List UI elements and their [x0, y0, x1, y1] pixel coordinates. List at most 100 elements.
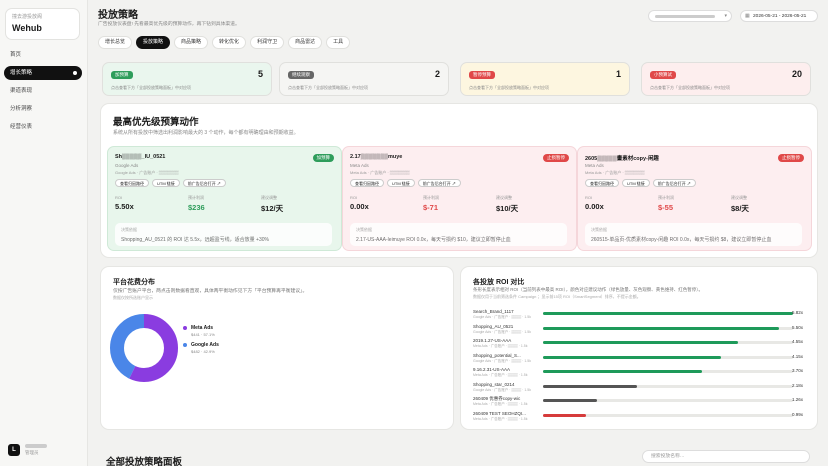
- legend-value: $482 · 42.9%: [191, 349, 215, 354]
- action-tag: 止损暂停: [543, 154, 569, 162]
- tab-growth-overview[interactable]: 增长总览: [98, 36, 133, 49]
- legend-item[interactable]: Meta Ads $441 · 57.1%: [183, 325, 219, 337]
- utm-link-button[interactable]: UTM 链接: [622, 179, 650, 187]
- tab-ad-strategy[interactable]: 投放策略: [136, 36, 171, 49]
- open-ad-console-button[interactable]: 前广告后台打开 ↗: [652, 179, 696, 187]
- roi-bar-row[interactable]: 260409 TEST SEOHZQI... Meta Ads · 广告账户 · …: [473, 411, 803, 421]
- status-badge: 继续观察: [288, 71, 314, 79]
- priority-card: 2605▒▒▒▒▒畫素材copy-闲趣 Meta Ads Meta Ads · …: [577, 146, 812, 251]
- advice-label: 决策依据: [591, 227, 607, 232]
- roi-bar: [543, 341, 739, 344]
- summary-card-increase[interactable]: 加预算 5 点击查看下方「全部投放策略面板」中对应项: [102, 62, 272, 96]
- roi-campaign-source: Meta Ads · 广告账户 · ▒▒▒▒ · 1.5k: [473, 344, 528, 348]
- summary-card-pause[interactable]: 暂停预算 1 点击查看下方「全部投放策略面板」中对应项: [460, 62, 630, 96]
- campaign-platform: Meta Ads: [585, 163, 604, 168]
- sidebar-item-growth[interactable]: 增长策略: [4, 66, 82, 80]
- date-range-picker[interactable]: ▦ 2026-05-21 - 2026-05-21: [740, 10, 818, 22]
- roi-bar-row[interactable]: Shopping_potential_S... Google Ads · 广告账户…: [473, 353, 803, 363]
- tab-tools[interactable]: 工具: [326, 36, 351, 49]
- priority-actions-card: 最高优先级预算动作 系统从所有投放中筛选出利润影响最大的 3 个动作，每个都有明…: [100, 103, 818, 258]
- roi-campaign-source: Meta Ads · 广告账户 · ▒▒▒▒ · 1.5k: [473, 402, 528, 406]
- roi-campaign-name: Search_Brand_1117: [473, 309, 514, 314]
- user-role: 管理员: [25, 450, 39, 455]
- avatar: L: [8, 444, 20, 456]
- metric-label: 建议调整: [496, 195, 512, 200]
- roi-bar-row[interactable]: Shopping_star_0214 Google Ads · 广告账户 · ▒▒…: [473, 382, 803, 392]
- chevron-down-icon: ▾: [724, 13, 727, 19]
- metric-budget: $12/天: [261, 204, 284, 213]
- account-select[interactable]: ▾: [648, 10, 732, 22]
- metric-label: ROI: [585, 195, 593, 200]
- calendar-icon: ▦: [745, 13, 750, 19]
- roi-bar: [543, 370, 702, 373]
- open-ad-console-button[interactable]: 前广告后台打开 ↗: [182, 179, 226, 187]
- action-tag: 止损暂停: [778, 154, 804, 162]
- advice-text: 260515-单品页-优质素材copy-闲趣 ROI 0.0x，每天亏损约 $8…: [591, 237, 772, 243]
- summary-desc: 点击查看下方「全部投放策略面板」中对应项: [288, 85, 368, 90]
- legend-item[interactable]: Google Ads $482 · 42.9%: [183, 342, 219, 354]
- sidebar-item-insights[interactable]: 分析洞察: [10, 106, 33, 112]
- attribution-path-button[interactable]: 查看归因路径: [115, 179, 149, 187]
- summary-card-observe[interactable]: 继续观察 2 点击查看下方「全部投放策略面板」中对应项: [279, 62, 449, 96]
- metric-label: ROI: [115, 195, 123, 200]
- section-subtitle: 条形长度表示相对 ROI（当前列表中最高 ROI），颜色对应建议动作（绿色放量、…: [473, 287, 703, 292]
- tab-profit-guard[interactable]: 利润守卫: [250, 36, 285, 49]
- brand-subtitle: 撞去游投放阁: [12, 14, 43, 20]
- attribution-path-button[interactable]: 查看归因路径: [350, 179, 384, 187]
- section-subtitle: 仅按广告账户平台，两点击则数据看直观，具体两平衡动作见下方「平台预算再平衡建议」…: [113, 289, 308, 294]
- advice-label: 决策依据: [121, 227, 137, 232]
- roi-value: 2.18x: [791, 382, 803, 388]
- sidebar-item-channels[interactable]: 渠道表现: [10, 88, 33, 94]
- summary-count: 2: [434, 69, 440, 79]
- advice-text: 2.17-US-AAA-leimuye ROI 0.0x，每天亏损约 $10，建…: [356, 237, 511, 243]
- roi-bar-row[interactable]: 9.16.2.31-US-AAA Meta Ads · 广告账户 · ▒▒▒▒ ·…: [473, 367, 803, 377]
- open-ad-console-button[interactable]: 前广告后台打开 ↗: [417, 179, 461, 187]
- roi-bar-row[interactable]: 2019.1.27-US-AAA Meta Ads · 广告账户 · ▒▒▒▒ ·…: [473, 338, 803, 348]
- roi-campaign-source: Google Ads · 广告账户 · ▒▒▒▒ · 1.5k: [473, 358, 531, 363]
- summary-desc: 点击查看下方「全部投放策略面板」中对应项: [469, 85, 549, 90]
- summary-desc: 点击查看下方「全部投放策略面板」中对应项: [650, 85, 730, 90]
- summary-desc: 点击查看下方「全部投放策略面板」中对应项: [111, 85, 191, 90]
- utm-link-button[interactable]: UTM 链接: [152, 179, 180, 187]
- status-badge: 暂停预算: [469, 71, 495, 79]
- decision-basis: 决策依据 2.17-US-AAA-leimuye ROI 0.0x，每天亏损约 …: [350, 223, 567, 246]
- metric-profit: $-71: [423, 203, 439, 212]
- roi-bar-row[interactable]: Shopping_AU_0521 Google Ads · 广告账户 · ▒▒▒▒…: [473, 324, 803, 334]
- summary-card-small-test[interactable]: 小预算试 20 点击查看下方「全部投放策略面板」中对应项: [641, 62, 811, 96]
- roi-bar-track: [543, 384, 793, 388]
- brand-card[interactable]: 撞去游投放阁 Wehub: [5, 8, 80, 40]
- spend-donut-chart: [110, 314, 178, 382]
- roi-value: 4.55x: [791, 339, 803, 344]
- metric-profit: $-55: [658, 203, 674, 212]
- legend-value: $441 · 57.1%: [191, 332, 215, 337]
- advice-label: 决策依据: [356, 227, 372, 232]
- sidebar-item-dashboard[interactable]: 经营仪表: [10, 124, 33, 130]
- active-dot-icon: [73, 71, 77, 75]
- section-subtitle: 系统从所有投放中筛选出利润影响最大的 3 个动作，每个都有明确理由和预期收益。: [113, 130, 299, 136]
- donut-slice[interactable]: [110, 314, 178, 382]
- utm-link-button[interactable]: UTM 链接: [387, 179, 415, 187]
- roi-bar-row[interactable]: 260409 优惠券copy-wic Meta Ads · 广告账户 · ▒▒▒▒…: [473, 396, 803, 406]
- roi-campaign-source: Google Ads · 广告账户 · ▒▒▒▒ · 1.5k: [473, 329, 531, 334]
- user-menu[interactable]: L 管理员: [8, 444, 47, 456]
- tab-product-strategy[interactable]: 商品策略: [174, 36, 209, 49]
- brand-name: Wehub: [12, 23, 42, 33]
- tab-product-radar[interactable]: 商品雷达: [288, 36, 323, 49]
- search-input[interactable]: 搜索投放名称…: [642, 450, 810, 463]
- metric-budget: $10/天: [496, 204, 519, 213]
- all-strategies-title: 全部投放策略面板: [106, 457, 183, 466]
- campaign-platform: Google Ads: [115, 163, 139, 168]
- roi-campaign-name: 9.16.2.31-US-AAA: [473, 367, 511, 372]
- summary-count: 20: [791, 69, 802, 79]
- roi-bar-track: [543, 312, 793, 315]
- summary-count: 1: [615, 69, 621, 79]
- campaign-name: 2.17▒▒▒▒▒▒▒muye: [350, 154, 403, 160]
- roi-bar-row[interactable]: Search_Brand_1117 Google Ads · 广告账户 · ▒▒▒…: [473, 309, 803, 319]
- tab-conversion[interactable]: 转化优化: [212, 36, 247, 49]
- metric-label: ROI: [350, 195, 358, 200]
- sidebar-item-home[interactable]: 首页: [10, 52, 22, 58]
- priority-card: Sh▒▒▒▒▒_IU_0521 Google Ads Google Ads · …: [107, 146, 342, 251]
- summary-count: 5: [257, 69, 263, 79]
- attribution-path-button[interactable]: 查看归因路径: [585, 179, 619, 187]
